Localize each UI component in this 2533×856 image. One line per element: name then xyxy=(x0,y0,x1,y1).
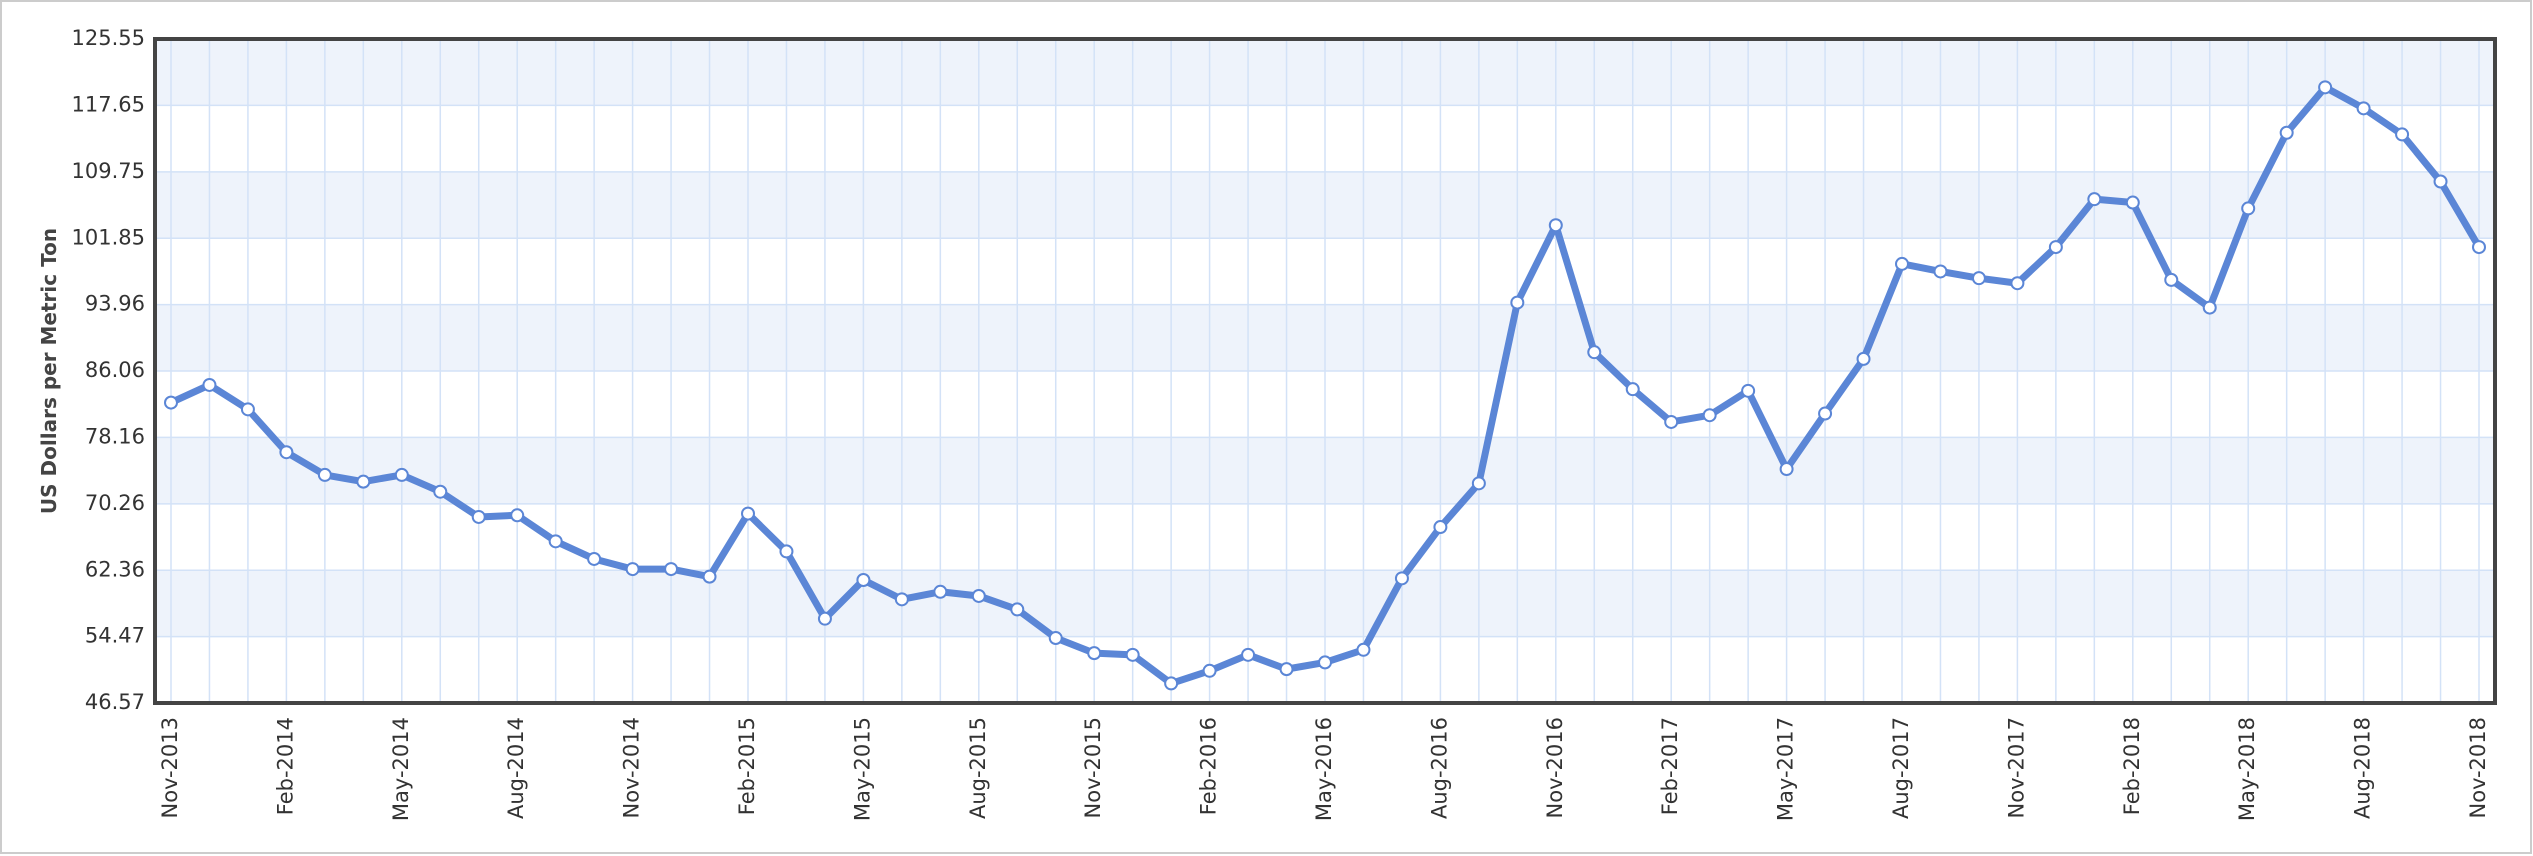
y-tick-label: 125.55 xyxy=(72,26,145,50)
x-tick-label: Aug-2015 xyxy=(966,717,990,819)
x-tick-label: May-2016 xyxy=(1312,717,1336,821)
y-tick-label: 46.57 xyxy=(85,690,145,714)
point xyxy=(1702,408,1717,423)
x-tick-label: Aug-2018 xyxy=(2351,717,2375,819)
point xyxy=(1279,662,1294,677)
y-axis-label: US Dollars per Metric Ton xyxy=(37,228,61,514)
point xyxy=(279,445,294,460)
point xyxy=(1856,351,1871,366)
point xyxy=(2048,240,2063,255)
y-tick-label: 101.85 xyxy=(72,225,145,249)
y-tick-label: 78.16 xyxy=(85,424,145,448)
point xyxy=(2472,240,2486,255)
point xyxy=(164,395,178,410)
point xyxy=(856,573,871,588)
x-tick-label: Feb-2018 xyxy=(2120,717,2144,815)
point xyxy=(971,588,986,603)
point xyxy=(2241,201,2256,216)
point xyxy=(1933,264,1948,279)
x-tick-label: May-2014 xyxy=(389,717,413,821)
point xyxy=(471,509,486,524)
point xyxy=(1625,382,1640,397)
point xyxy=(1125,647,1140,662)
x-tick-label: May-2017 xyxy=(1774,717,1798,821)
x-tick-label: Nov-2014 xyxy=(620,717,644,818)
point xyxy=(625,562,640,577)
point xyxy=(894,592,909,607)
point xyxy=(394,467,409,482)
point xyxy=(1433,520,1448,535)
point xyxy=(1818,406,1833,421)
point xyxy=(2087,192,2102,207)
point xyxy=(1356,642,1371,657)
point xyxy=(2395,127,2410,142)
x-tick-label: May-2018 xyxy=(2235,717,2259,821)
point xyxy=(2356,101,2371,116)
point xyxy=(317,467,332,482)
y-tick-label: 93.96 xyxy=(85,292,145,316)
x-tick-label: Feb-2015 xyxy=(735,717,759,815)
y-tick-label: 109.75 xyxy=(72,159,145,183)
point xyxy=(510,508,525,523)
point xyxy=(1664,414,1679,429)
point xyxy=(202,377,217,392)
point xyxy=(548,534,563,549)
point xyxy=(664,562,679,577)
y-tick-label: 54.47 xyxy=(85,624,145,648)
point xyxy=(1048,631,1063,646)
point xyxy=(1010,602,1025,617)
point xyxy=(2279,125,2294,140)
y-tick-label: 86.06 xyxy=(85,358,145,382)
x-tick-label: May-2015 xyxy=(850,717,874,821)
point xyxy=(2318,80,2333,95)
plot-border xyxy=(153,37,2497,705)
point xyxy=(240,402,255,417)
x-tick-label: Nov-2018 xyxy=(2466,717,2490,818)
point xyxy=(1087,646,1102,661)
plot-area: 46.57 54.47 62.36 70.26 78.16 86.06 93.96 101.8… xyxy=(72,26,2497,821)
point xyxy=(779,544,794,559)
point xyxy=(1164,676,1179,691)
point xyxy=(2433,174,2448,189)
point xyxy=(1471,476,1486,491)
x-tick-label: Feb-2017 xyxy=(1658,717,1682,815)
point xyxy=(1971,271,1986,286)
point xyxy=(741,506,755,521)
x-tick-label: Nov-2016 xyxy=(1543,717,1567,818)
x-tick-label: Aug-2014 xyxy=(504,717,528,819)
point xyxy=(2010,276,2025,291)
x-tick-label: Feb-2014 xyxy=(273,717,297,815)
y-tick-label: 117.65 xyxy=(72,92,145,116)
point xyxy=(1318,655,1332,670)
point xyxy=(433,484,448,499)
y-tick-label: 62.36 xyxy=(85,557,145,581)
point xyxy=(702,569,717,584)
point xyxy=(587,551,602,566)
point xyxy=(1394,571,1409,586)
point xyxy=(2125,195,2140,210)
point xyxy=(1895,256,1909,271)
y-tick-label: 70.26 xyxy=(85,491,145,515)
point xyxy=(1241,647,1256,662)
x-tick-label: Aug-2016 xyxy=(1427,717,1451,819)
x-tick-label: Nov-2015 xyxy=(1081,717,1105,818)
x-tick-label: Nov-2013 xyxy=(158,717,182,818)
point xyxy=(1587,345,1602,360)
point xyxy=(2202,300,2217,315)
x-tick-label: Feb-2016 xyxy=(1197,717,1221,815)
point xyxy=(1741,383,1756,398)
point xyxy=(1510,295,1525,310)
x-tick-label: Aug-2017 xyxy=(1889,717,1913,819)
point xyxy=(933,584,948,599)
point xyxy=(1779,462,1794,477)
x-tick-label: Nov-2017 xyxy=(2004,717,2028,818)
point xyxy=(356,474,371,489)
point xyxy=(2164,272,2179,287)
point xyxy=(1548,218,1563,233)
point xyxy=(817,611,832,626)
point xyxy=(1202,663,1217,678)
